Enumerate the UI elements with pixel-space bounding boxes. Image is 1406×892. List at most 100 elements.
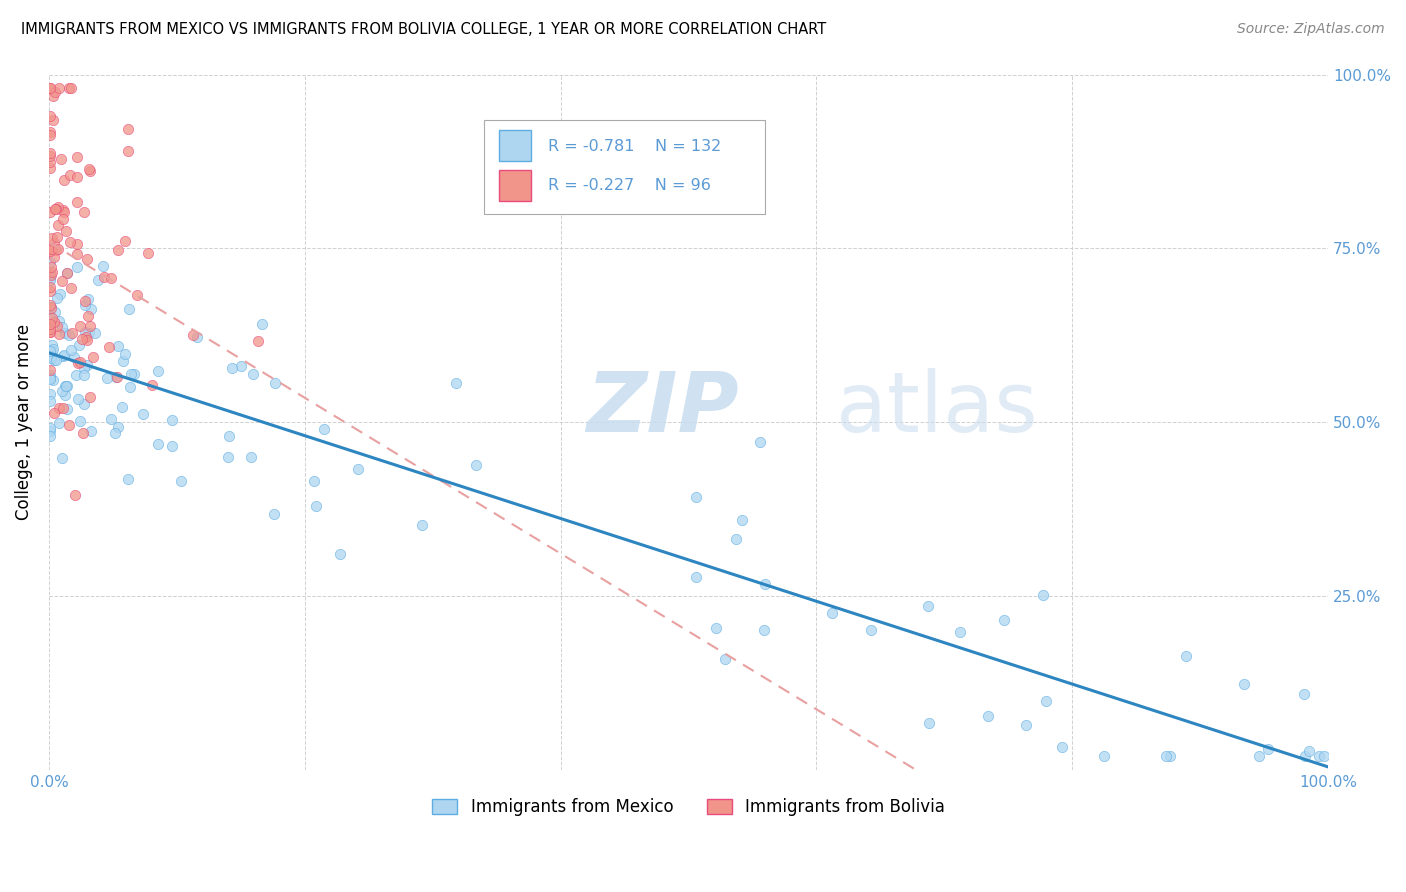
Text: atlas: atlas [835, 368, 1038, 449]
Point [754, 577, 776, 591]
Point [39, 81, 62, 95]
Point [69, 414, 91, 428]
Point [77, 326, 100, 340]
Point [917, 599, 939, 614]
Point [77, 162, 100, 177]
Point [1050, 739, 1073, 754]
Point [1257, 741, 1279, 756]
Point [160, 413, 183, 427]
Point [63, 351, 86, 365]
Point [44, 305, 66, 319]
Point [72, 425, 94, 440]
Point [52, 211, 75, 226]
Point [713, 651, 735, 665]
Point [39, 429, 62, 443]
Point [146, 364, 169, 378]
Point [39, 124, 62, 138]
Point [39, 109, 62, 123]
Point [41, 311, 63, 326]
Point [65, 150, 87, 164]
Point [39, 351, 62, 365]
Point [41, 337, 63, 351]
Point [48, 314, 70, 328]
Point [704, 621, 727, 635]
Point [59, 168, 82, 182]
Point [44, 202, 66, 216]
Point [48, 81, 70, 95]
Point [146, 437, 169, 451]
Point [51, 384, 73, 398]
Point [66, 392, 89, 407]
Point [65, 368, 87, 382]
Point [117, 121, 139, 136]
Point [111, 400, 134, 414]
Point [39, 372, 62, 386]
Point [120, 368, 142, 382]
Point [186, 330, 208, 344]
Point [302, 474, 325, 488]
Point [41, 242, 63, 256]
Point [217, 450, 239, 464]
Point [748, 435, 770, 450]
Point [75, 294, 97, 309]
Point [39, 387, 62, 401]
Point [141, 378, 163, 392]
Point [39, 81, 62, 95]
Point [39, 243, 62, 257]
Point [1308, 749, 1330, 764]
Point [724, 532, 747, 546]
Point [63, 487, 86, 501]
Point [75, 330, 97, 344]
Point [39, 368, 62, 382]
Point [60, 281, 83, 295]
Point [264, 376, 287, 390]
Point [239, 450, 262, 465]
Point [183, 328, 205, 343]
Point [39, 310, 62, 324]
Point [76, 309, 98, 323]
Point [48, 416, 70, 430]
Point [39, 322, 62, 336]
Point [250, 317, 273, 331]
Point [107, 243, 129, 257]
Point [444, 376, 467, 391]
Point [55, 379, 77, 393]
Point [51, 275, 73, 289]
Point [41, 372, 63, 386]
Point [100, 271, 122, 285]
Point [45, 202, 67, 217]
Point [79, 390, 101, 404]
Point [120, 380, 142, 394]
Point [977, 709, 1000, 723]
Point [305, 499, 328, 513]
Point [41, 344, 63, 359]
Point [66, 237, 89, 252]
Point [136, 246, 159, 260]
Point [39, 317, 62, 331]
Point [39, 267, 62, 281]
Point [242, 368, 264, 382]
Point [685, 490, 707, 504]
Y-axis label: College, 1 year or more: College, 1 year or more [15, 324, 32, 520]
Point [465, 458, 488, 473]
Point [314, 422, 336, 436]
Point [39, 205, 62, 219]
Point [731, 513, 754, 527]
Point [39, 149, 62, 163]
Point [114, 234, 136, 248]
Point [41, 265, 63, 279]
Point [44, 251, 66, 265]
Text: R = -0.227    N = 96: R = -0.227 N = 96 [548, 178, 710, 194]
Point [39, 280, 62, 294]
Point [125, 287, 148, 301]
Point [41, 231, 63, 245]
Point [52, 349, 75, 363]
Point [51, 450, 73, 465]
Point [39, 268, 62, 282]
Point [39, 255, 62, 269]
FancyBboxPatch shape [499, 130, 531, 161]
Point [48, 327, 70, 342]
Point [993, 613, 1015, 627]
Point [820, 606, 842, 620]
Point [1294, 749, 1316, 764]
